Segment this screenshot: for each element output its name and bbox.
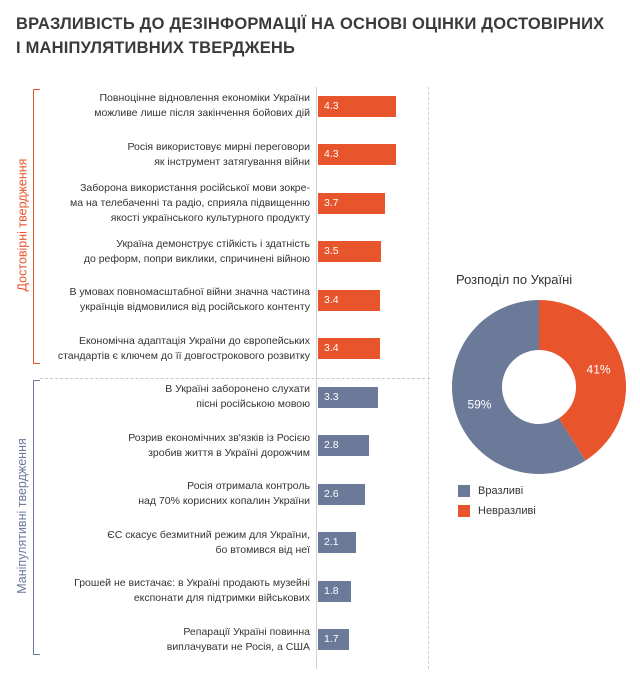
statement-line: якості українського культурного продукту	[110, 211, 310, 224]
group-label: Достовірні твердження	[14, 158, 29, 292]
bar: 3.5	[318, 241, 382, 262]
bar: 3.4	[318, 289, 380, 311]
statement-line: Україна демонструє стійкість і здатність	[116, 237, 310, 250]
chart-title-line-1: Вразливість до дезінформації на основі о…	[16, 15, 605, 33]
bar-value-label: 2.6	[324, 487, 339, 500]
group-separator	[40, 378, 430, 379]
statement-line: як інструмент затягування війни	[154, 155, 310, 168]
statement-line: українців відмовилися від російського ко…	[79, 301, 310, 313]
group-bracket	[33, 89, 40, 364]
donut-slice	[451, 300, 586, 475]
statement-line: виплачувати не Росія, а США	[166, 640, 310, 653]
donut-slice-label: 59%	[467, 397, 491, 411]
statement-line: Грошей не вистачає: в Україні продають м…	[74, 577, 310, 589]
legend-swatch	[458, 485, 470, 497]
bar-value-label: 2.8	[324, 439, 339, 451]
bar-value-label: 4.3	[324, 99, 339, 112]
bar: 1.8	[318, 580, 351, 602]
bar: 2.6	[318, 483, 366, 505]
statement-line: Розрив економічних зв'язків із Росією	[128, 431, 310, 444]
donut-title: Розподіл по Україні	[456, 272, 573, 287]
statement-label: Економічна адаптація України до європейс…	[40, 334, 310, 364]
bar-value-label: 4.3	[324, 148, 339, 160]
bar-value-label: 1.8	[324, 584, 339, 597]
bar-value-label: 3.4	[324, 342, 339, 354]
statement-line: експонати для підтримки військових	[133, 592, 310, 604]
statement-label: Грошей не вистачає: в Україні продають м…	[40, 576, 310, 606]
statement-label: Росія отримала контроль над 70% корисних …	[40, 479, 310, 509]
statement-label: ЄС скасує безмитний режим для України, бо…	[40, 528, 310, 558]
statement-line: В Україні заборонено слухати	[165, 383, 310, 395]
statement-line: бо втомився від неї	[215, 543, 310, 556]
chart-title: Вразливість до дезінформації на основі о…	[16, 12, 616, 60]
bar: 3.4	[318, 338, 380, 359]
divider-line	[428, 87, 429, 669]
bar-axis-line	[316, 87, 317, 669]
statement-line: Повноцінне відновлення економіки України	[99, 92, 311, 104]
statement-line: ма на телебаченні та радіо, сприяла підв…	[70, 196, 310, 209]
chart-title-line-2: і маніпулятивних тверджень	[16, 39, 296, 57]
statement-line: Росія використовує мирні переговори	[127, 140, 310, 153]
group-bracket	[33, 380, 40, 655]
legend-swatch	[458, 505, 470, 517]
bar-value-label: 3.4	[324, 293, 339, 306]
donut-chart: 59% 41%	[451, 300, 626, 475]
bar-value-label: 3.5	[324, 245, 339, 257]
statement-line: можливе лише після закінчення бойових ді…	[94, 107, 310, 119]
statement-line: пісні російською мовою	[196, 398, 310, 410]
bar: 2.8	[318, 435, 369, 456]
bar: 4.3	[318, 144, 396, 165]
statement-line: Репарації Україні повинна	[183, 625, 310, 638]
statement-label: В умовах повномасштабної війни значна ча…	[40, 285, 310, 315]
bar-value-label: 1.7	[324, 633, 339, 645]
bar: 1.7	[318, 629, 349, 650]
statement-label: Заборона використання російської мови зо…	[40, 181, 310, 226]
bar-value-label: 2.1	[324, 536, 339, 548]
statement-label: В Україні заборонено слухати пісні російс…	[40, 382, 310, 412]
statement-label: Україна демонструє стійкість і здатність…	[40, 237, 310, 267]
statement-line: стандартів є ключем до її довгостроковог…	[57, 349, 310, 362]
statement-line: над 70% корисних копалин України	[138, 495, 310, 507]
statement-label: Репарації Україні повинна виплачувати не …	[40, 625, 310, 655]
statement-line: Росія отримала контроль	[187, 480, 310, 492]
statement-label: Росія використовує мирні переговори як ін…	[40, 140, 310, 170]
legend-label: Вразливі	[478, 485, 524, 497]
statement-line: Заборона використання російської мови зо…	[80, 181, 310, 194]
statement-line: до реформ, попри виклики, спричинені вій…	[83, 252, 310, 265]
statement-line: зробив життя в Україні дорожчим	[148, 446, 310, 459]
bar: 2.1	[318, 532, 356, 553]
bar-value-label: 3.3	[324, 390, 339, 403]
bar: 3.7	[318, 192, 385, 214]
group-label: Маніпулятивні твердження	[14, 438, 29, 595]
statement-line: В умовах повномасштабної війни значна ча…	[69, 286, 310, 298]
bar-value-label: 3.7	[324, 196, 339, 209]
donut-slice-label: 41%	[587, 363, 611, 377]
legend-label: Невразливі	[478, 505, 536, 517]
statement-label: Повноцінне відновлення економіки України…	[40, 91, 310, 121]
bar: 4.3	[318, 95, 396, 117]
donut-slice	[539, 300, 626, 461]
statement-label: Розрив економічних зв'язків із Росією зро…	[40, 431, 310, 461]
bar: 3.3	[318, 386, 378, 408]
statement-line: Економічна адаптація України до європейс…	[78, 334, 310, 347]
statement-line: ЄС скасує безмитний режим для України,	[107, 528, 310, 541]
